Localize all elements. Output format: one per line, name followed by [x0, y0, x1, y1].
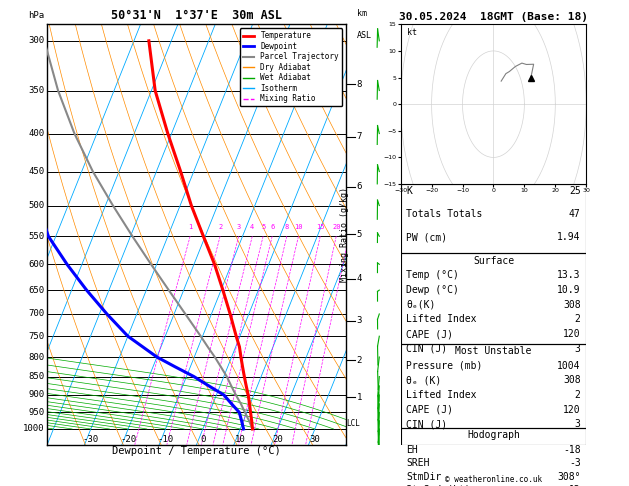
Text: kt: kt — [407, 28, 417, 37]
Text: 650: 650 — [28, 286, 44, 295]
Text: 800: 800 — [28, 352, 44, 362]
Text: StmSpd (kt): StmSpd (kt) — [406, 485, 471, 486]
Text: PW (cm): PW (cm) — [406, 232, 447, 243]
Text: Mixing Ratio (g/kg): Mixing Ratio (g/kg) — [340, 187, 348, 282]
Text: 1000: 1000 — [23, 424, 44, 434]
Text: 500: 500 — [28, 201, 44, 210]
Text: ASL: ASL — [357, 31, 372, 40]
Text: 3: 3 — [357, 316, 362, 325]
Text: 6: 6 — [270, 224, 274, 230]
Text: 15: 15 — [316, 224, 325, 230]
Text: CAPE (J): CAPE (J) — [406, 405, 454, 415]
Text: CIN (J): CIN (J) — [406, 344, 447, 354]
Text: 8: 8 — [357, 80, 362, 88]
Text: 750: 750 — [28, 332, 44, 341]
Text: 10.9: 10.9 — [557, 285, 581, 295]
Text: Temp (°C): Temp (°C) — [406, 270, 459, 280]
Bar — [401, 344, 586, 428]
Text: -10: -10 — [157, 435, 174, 444]
Text: 308: 308 — [563, 375, 581, 385]
Text: 30.05.2024  18GMT (Base: 18): 30.05.2024 18GMT (Base: 18) — [399, 12, 588, 22]
Text: 12: 12 — [569, 485, 581, 486]
Text: θₑ(K): θₑ(K) — [406, 300, 436, 310]
Text: 2: 2 — [218, 224, 222, 230]
Text: 900: 900 — [28, 390, 44, 399]
Text: 5: 5 — [261, 224, 265, 230]
Bar — [401, 428, 586, 445]
Text: -18: -18 — [563, 445, 581, 455]
Text: km: km — [357, 9, 367, 18]
Text: Totals Totals: Totals Totals — [406, 209, 482, 219]
Text: 4: 4 — [250, 224, 254, 230]
Text: Pressure (mb): Pressure (mb) — [406, 361, 482, 371]
Text: 3: 3 — [237, 224, 241, 230]
Text: 400: 400 — [28, 129, 44, 138]
Text: Lifted Index: Lifted Index — [406, 314, 477, 324]
Text: 13.3: 13.3 — [557, 270, 581, 280]
Text: 20: 20 — [272, 435, 283, 444]
Text: 2: 2 — [575, 314, 581, 324]
Text: SREH: SREH — [406, 458, 430, 468]
Text: hPa: hPa — [28, 11, 44, 20]
Text: Lifted Index: Lifted Index — [406, 390, 477, 400]
Text: 308°: 308° — [557, 471, 581, 482]
Text: -30: -30 — [83, 435, 99, 444]
Text: CIN (J): CIN (J) — [406, 419, 447, 430]
Text: 47: 47 — [569, 209, 581, 219]
Text: 6: 6 — [357, 182, 362, 191]
Text: 950: 950 — [28, 408, 44, 417]
Text: 50°31'N  1°37'E  30m ASL: 50°31'N 1°37'E 30m ASL — [111, 9, 282, 22]
Text: 308: 308 — [563, 300, 581, 310]
X-axis label: Dewpoint / Temperature (°C): Dewpoint / Temperature (°C) — [112, 446, 281, 456]
Text: 5: 5 — [357, 230, 362, 239]
Text: Dewp (°C): Dewp (°C) — [406, 285, 459, 295]
Text: 1.94: 1.94 — [557, 232, 581, 243]
Text: 2: 2 — [575, 390, 581, 400]
Text: 3: 3 — [575, 419, 581, 430]
Text: 4: 4 — [357, 275, 362, 283]
Text: CAPE (J): CAPE (J) — [406, 329, 454, 339]
Text: 30: 30 — [309, 435, 320, 444]
Text: K: K — [406, 186, 412, 196]
Text: 1: 1 — [188, 224, 192, 230]
Text: 0: 0 — [200, 435, 206, 444]
Text: 350: 350 — [28, 86, 44, 95]
Text: StmDir: StmDir — [406, 471, 442, 482]
Text: 2: 2 — [357, 356, 362, 364]
Text: Surface: Surface — [473, 256, 514, 265]
Legend: Temperature, Dewpoint, Parcel Trajectory, Dry Adiabat, Wet Adiabat, Isotherm, Mi: Temperature, Dewpoint, Parcel Trajectory… — [240, 28, 342, 106]
Text: Hodograph: Hodograph — [467, 430, 520, 440]
Text: 8: 8 — [285, 224, 289, 230]
Text: 120: 120 — [563, 405, 581, 415]
Text: 20: 20 — [332, 224, 340, 230]
Text: 3: 3 — [575, 344, 581, 354]
Text: 120: 120 — [563, 329, 581, 339]
Text: 7: 7 — [357, 132, 362, 141]
Text: 550: 550 — [28, 232, 44, 241]
Text: 10: 10 — [294, 224, 303, 230]
Text: 1004: 1004 — [557, 361, 581, 371]
Text: 700: 700 — [28, 310, 44, 318]
Text: © weatheronline.co.uk: © weatheronline.co.uk — [445, 474, 542, 484]
Text: -20: -20 — [120, 435, 136, 444]
Text: Most Unstable: Most Unstable — [455, 346, 532, 356]
Text: 10: 10 — [235, 435, 245, 444]
Bar — [401, 184, 586, 253]
Text: EH: EH — [406, 445, 418, 455]
Text: θₑ (K): θₑ (K) — [406, 375, 442, 385]
Text: -3: -3 — [569, 458, 581, 468]
Text: 600: 600 — [28, 260, 44, 269]
Text: 1: 1 — [357, 393, 362, 402]
Text: 300: 300 — [28, 36, 44, 45]
Text: 25: 25 — [569, 186, 581, 196]
Bar — [401, 253, 586, 344]
Text: 850: 850 — [28, 372, 44, 381]
Text: 450: 450 — [28, 167, 44, 176]
Text: LCL: LCL — [346, 418, 360, 428]
